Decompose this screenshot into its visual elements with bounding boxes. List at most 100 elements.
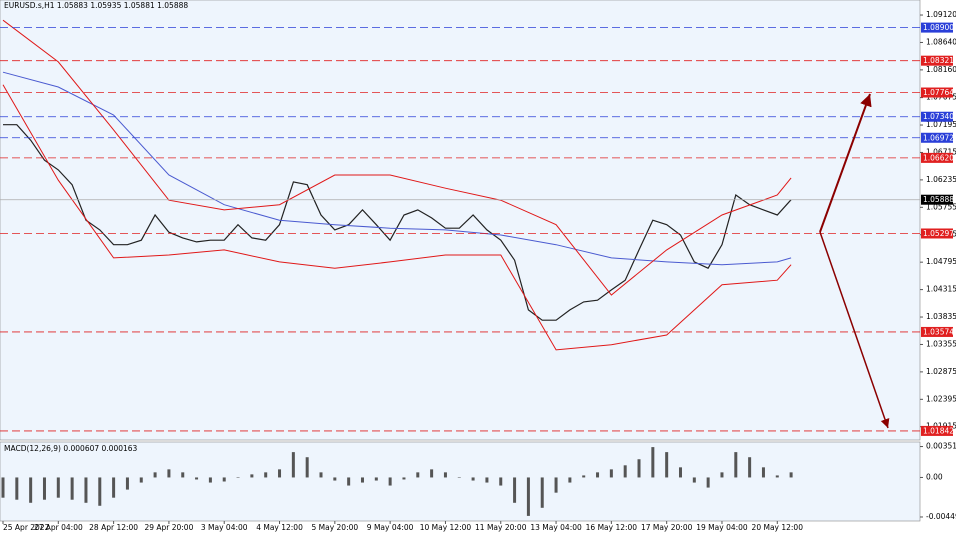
macd-bar — [734, 452, 738, 478]
macd-bar — [692, 477, 696, 483]
y-tick-label: 1.05755 — [926, 202, 956, 211]
y-tick-label: -0.004493 — [926, 512, 956, 521]
macd-bar — [471, 477, 475, 481]
macd-bar — [761, 467, 765, 478]
forecast-arrow-down — [819, 231, 890, 429]
macd-bar — [596, 472, 600, 478]
macd-bar — [678, 467, 682, 478]
macd-bar — [388, 477, 392, 486]
level-label: 1.08900 — [923, 23, 954, 32]
macd-bar — [582, 475, 586, 478]
macd-bar — [706, 477, 710, 488]
macd-bar — [70, 477, 74, 500]
level-label: 1.05888 — [923, 195, 954, 204]
macd-bar — [540, 477, 544, 508]
level-label-box — [921, 228, 953, 239]
macd-bar — [568, 477, 572, 483]
macd-bar — [651, 447, 655, 478]
macd-bar — [181, 472, 185, 478]
macd-bar — [291, 452, 295, 478]
level-label: 1.05297 — [923, 229, 954, 238]
macd-panel — [0, 441, 921, 522]
y-tick-label: 0.00 — [926, 472, 943, 481]
macd-bar — [485, 477, 489, 483]
macd-bar — [153, 472, 157, 478]
x-tick-label: 3 May 04:00 — [201, 523, 248, 532]
macd-bar — [15, 477, 19, 500]
level-label: 1.06972 — [923, 133, 954, 142]
level-label: 1.08321 — [923, 56, 954, 65]
x-tick-label: 28 Apr 12:00 — [89, 523, 138, 532]
macd-bar — [748, 457, 752, 478]
x-tick-label: 19 May 04:00 — [696, 523, 748, 532]
level-label-box — [921, 152, 953, 163]
level-label-box — [921, 22, 953, 33]
macd-bar — [526, 477, 530, 516]
level-label: 1.06620 — [923, 153, 954, 162]
y-tick-label: 1.06235 — [926, 175, 956, 184]
level-label: 1.07764 — [923, 88, 954, 97]
x-tick-label: 9 May 04:00 — [367, 523, 414, 532]
level-label-box — [921, 194, 953, 205]
macd-bar — [1, 477, 5, 498]
macd-bar — [319, 472, 323, 478]
macd-bar — [347, 477, 351, 486]
level-label-box — [921, 326, 953, 337]
macd-bar — [457, 477, 461, 478]
series-line — [2, 84, 792, 351]
macd-bar — [402, 477, 406, 480]
macd-bar — [416, 472, 420, 478]
series-line — [2, 71, 792, 266]
macd-bar — [665, 452, 669, 478]
macd-bar — [222, 477, 226, 482]
y-tick-label: 1.04795 — [926, 257, 956, 266]
level-label-box — [921, 111, 953, 122]
macd-bar — [98, 477, 102, 506]
level-label: 1.01842 — [923, 426, 954, 435]
macd-bar — [236, 477, 240, 478]
x-tick-label: 4 May 12:00 — [256, 523, 303, 532]
x-tick-label: 16 May 12:00 — [586, 523, 638, 532]
macd-bar — [443, 472, 447, 478]
x-tick-label: 20 May 12:00 — [752, 523, 804, 532]
y-tick-label: 1.04315 — [926, 285, 956, 294]
level-label-box — [921, 132, 953, 143]
macd-bar — [29, 477, 33, 503]
y-tick-label: 1.08640 — [926, 37, 956, 46]
macd-bar — [278, 469, 282, 478]
level-label-box — [921, 87, 953, 98]
y-tick-label: 1.07195 — [926, 120, 956, 129]
macd-bar — [513, 477, 517, 503]
macd-bar — [139, 477, 143, 483]
macd-bar — [195, 477, 199, 480]
x-tick-label: 10 May 12:00 — [420, 523, 472, 532]
x-tick-label: 29 Apr 20:00 — [144, 523, 193, 532]
macd-bar — [360, 477, 364, 483]
series-line — [2, 19, 792, 296]
y-tick-label: 1.06715 — [926, 147, 956, 156]
y-tick-label: 1.09120 — [926, 10, 956, 19]
macd-bar — [430, 469, 434, 478]
forecast-arrow-up — [819, 93, 872, 233]
level-label: 1.07340 — [923, 112, 954, 121]
x-tick-label: 17 May 20:00 — [641, 523, 693, 532]
macd-bar — [264, 472, 268, 478]
macd-bar — [720, 472, 724, 478]
macd-bar — [112, 477, 116, 498]
macd-bar — [333, 477, 337, 481]
level-label-box — [921, 425, 953, 436]
macd-bar — [250, 474, 254, 478]
macd-bar — [167, 469, 171, 478]
level-label: 1.03574 — [923, 327, 954, 336]
macd-bar — [789, 472, 793, 478]
series-line — [3, 124, 792, 321]
macd-bar — [623, 465, 627, 478]
macd-bar — [42, 477, 46, 500]
chart-title: EURUSD.s,H1 1.05883 1.05935 1.05881 1.05… — [4, 1, 188, 10]
x-tick-label: 13 May 04:00 — [530, 523, 582, 532]
macd-bar — [125, 477, 129, 490]
y-tick-label: 0.003513 — [926, 442, 956, 451]
macd-bar — [609, 469, 613, 478]
level-label-box — [921, 55, 953, 66]
